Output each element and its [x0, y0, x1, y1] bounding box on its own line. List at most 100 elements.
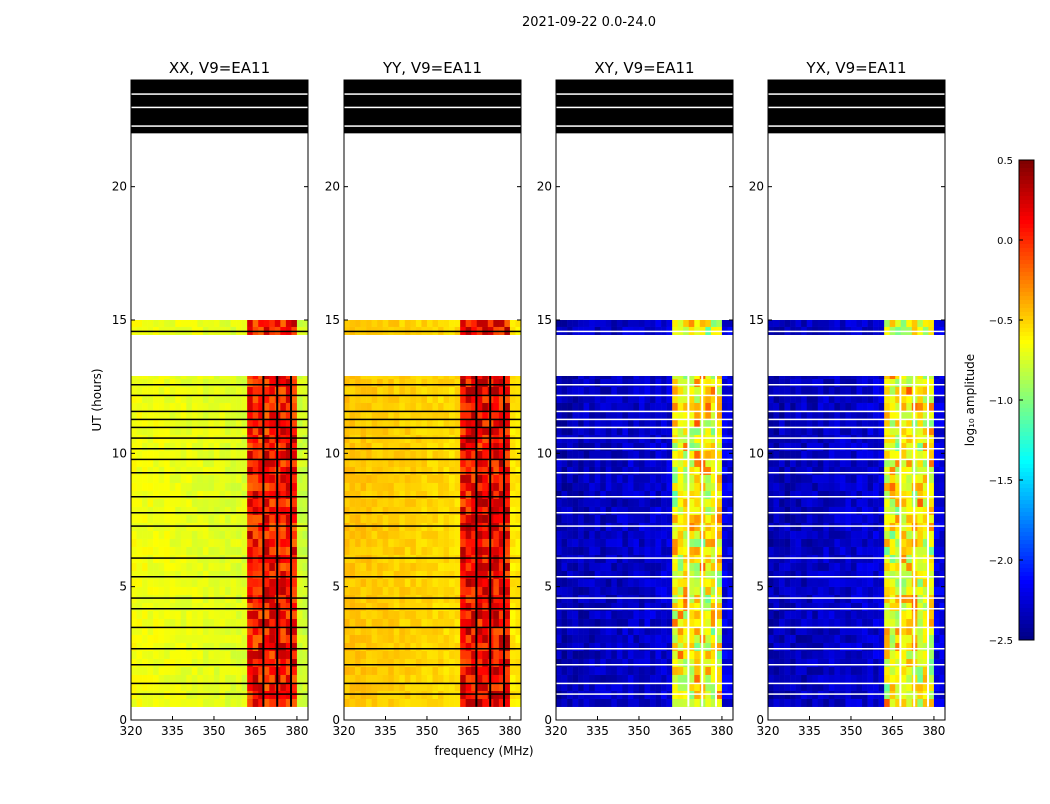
heatmap-cell — [482, 320, 488, 327]
heatmap-cell — [291, 507, 297, 515]
heatmap-cell — [622, 675, 628, 683]
heatmap-cell — [578, 651, 584, 659]
heatmap-cell — [796, 619, 802, 627]
heatmap-cell — [410, 451, 416, 459]
heatmap-cell — [573, 376, 579, 379]
flag-line — [131, 448, 308, 450]
heatmap-cell — [774, 587, 780, 595]
heatmap-cell — [427, 451, 433, 459]
heatmap-cell — [410, 699, 416, 707]
heatmap-cell — [137, 579, 143, 587]
heatmap-cell — [302, 571, 308, 579]
heatmap-cell — [727, 603, 733, 611]
heatmap-cell — [372, 659, 378, 667]
heatmap-cell — [383, 451, 389, 459]
heatmap-cell — [834, 619, 840, 627]
heatmap-cell — [716, 499, 722, 507]
heatmap-cell — [939, 587, 945, 595]
heatmap-cell — [264, 475, 270, 483]
heatmap-cell — [716, 491, 722, 499]
heatmap-cell — [600, 619, 606, 627]
heatmap-cell — [834, 571, 840, 579]
heatmap-cell — [716, 603, 722, 611]
heatmap-cell — [220, 619, 226, 627]
heatmap-cell — [253, 611, 259, 619]
flag-line — [556, 597, 733, 599]
x-tick-label: 380 — [285, 724, 308, 738]
heatmap-cell — [667, 563, 673, 571]
heatmap-cell — [584, 515, 590, 523]
heatmap-cell — [253, 467, 259, 475]
heatmap-cell — [573, 507, 579, 515]
heatmap-cell — [153, 387, 159, 395]
heatmap-cell — [694, 571, 700, 579]
heatmap-cell — [280, 699, 286, 707]
heatmap-cell — [917, 603, 923, 611]
heatmap-cell — [164, 675, 170, 683]
heatmap-cell — [372, 587, 378, 595]
heatmap-cell — [164, 403, 170, 411]
heatmap-cell — [466, 643, 472, 651]
heatmap-cell — [197, 467, 203, 475]
heatmap-cell — [175, 491, 181, 499]
heatmap-cell — [416, 403, 422, 411]
heatmap-cell — [302, 499, 308, 507]
heatmap-cell — [678, 320, 684, 327]
heatmap-cell — [366, 499, 372, 507]
heatmap-cell — [611, 403, 617, 411]
heatmap-cell — [466, 467, 472, 475]
heatmap-cell — [153, 379, 159, 387]
heatmap-cell — [455, 651, 461, 659]
heatmap-cell — [192, 619, 198, 627]
heatmap-cell — [584, 667, 590, 675]
heatmap-cell — [694, 643, 700, 651]
heatmap-cell — [829, 667, 835, 675]
heatmap-cell — [355, 659, 361, 667]
heatmap-cell — [661, 587, 667, 595]
heatmap-cell — [857, 563, 863, 571]
heatmap-cell — [694, 451, 700, 459]
heatmap-cell — [438, 579, 444, 587]
heatmap-cell — [181, 491, 187, 499]
heatmap-cell — [366, 675, 372, 683]
heatmap-cell — [175, 547, 181, 555]
heatmap-cell — [264, 547, 270, 555]
heatmap-cell — [203, 320, 209, 327]
heatmap-cell — [515, 643, 521, 651]
heatmap-cell — [148, 531, 154, 539]
heatmap-cell — [589, 515, 595, 523]
heatmap-cell — [383, 467, 389, 475]
heatmap-cell — [421, 675, 427, 683]
heatmap-cell — [355, 376, 361, 379]
heatmap-cell — [672, 387, 678, 395]
heatmap-cell — [845, 675, 851, 683]
heatmap-cell — [344, 467, 350, 475]
heatmap-cell — [159, 483, 165, 491]
heatmap-cell — [639, 483, 645, 491]
heatmap-cell — [556, 659, 562, 667]
heatmap-cell — [291, 571, 297, 579]
heatmap-cell — [170, 643, 176, 651]
heatmap-cell — [264, 619, 270, 627]
heatmap-cell — [661, 547, 667, 555]
heatmap-cell — [567, 376, 573, 379]
heatmap-cell — [678, 651, 684, 659]
heatmap-cell — [377, 611, 383, 619]
heatmap-cell — [148, 376, 154, 379]
heatmap-cell — [589, 571, 595, 579]
heatmap-cell — [477, 483, 483, 491]
flag-line — [556, 411, 733, 413]
flag-line — [556, 693, 733, 695]
heatmap-cell — [208, 579, 214, 587]
heatmap-cell — [785, 603, 791, 611]
heatmap-cell — [510, 539, 516, 547]
heatmap-cell — [656, 467, 662, 475]
heatmap-cell — [645, 643, 651, 651]
heatmap-cell — [466, 320, 472, 327]
heatmap-cell — [416, 547, 422, 555]
rfi-stripe — [475, 376, 477, 707]
heatmap-cell — [410, 515, 416, 523]
heatmap-cell — [515, 699, 521, 707]
heatmap-cell — [455, 499, 461, 507]
flag-line — [131, 459, 308, 461]
